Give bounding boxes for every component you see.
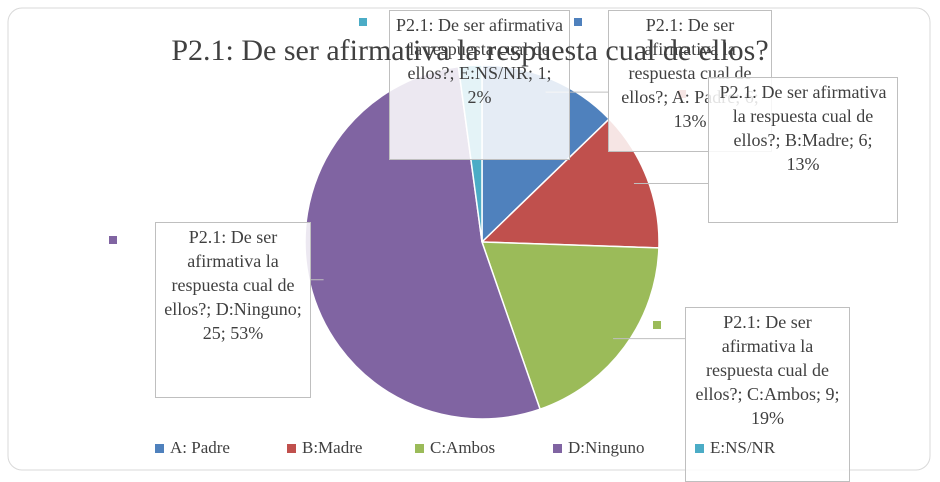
legend-key: [695, 444, 704, 453]
legend-label: D:Ninguno: [568, 438, 645, 457]
legend-item: A: Padre: [155, 438, 230, 458]
legend-label: E:NS/NR: [710, 438, 776, 457]
chart-title: P2.1: De ser afirmativa la respuesta cua…: [171, 34, 769, 67]
data-label: P2.1: De ser afirmativa la respuesta cua…: [685, 307, 850, 482]
label-key: [574, 18, 582, 26]
legend-label: A: Padre: [170, 438, 230, 457]
legend-item: B:Madre: [287, 438, 362, 458]
legend-label: C:Ambos: [430, 438, 496, 457]
data-label: P2.1: De ser afirmativa la respuesta cua…: [389, 10, 570, 160]
legend-item: D:Ninguno: [553, 438, 645, 458]
data-label: P2.1: De ser afirmativa la respuesta cua…: [708, 77, 898, 223]
legend-label: B:Madre: [302, 438, 363, 457]
label-key: [359, 18, 367, 26]
legend-key: [155, 444, 164, 453]
legend-key: [415, 444, 424, 453]
legend-key: [287, 444, 296, 453]
legend-item: E:NS/NR: [695, 438, 775, 458]
label-key: [109, 236, 117, 244]
legend-item: C:Ambos: [415, 438, 495, 458]
label-key: [653, 321, 661, 329]
data-label: P2.1: De ser afirmativa la respuesta cua…: [155, 222, 311, 398]
legend-key: [553, 444, 562, 453]
